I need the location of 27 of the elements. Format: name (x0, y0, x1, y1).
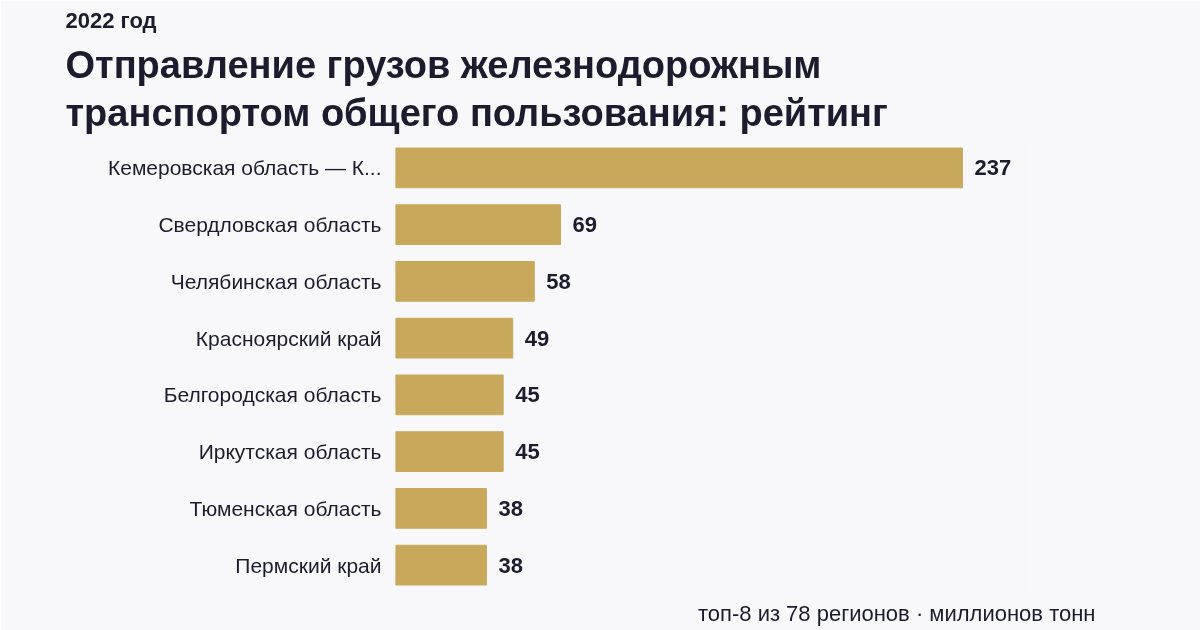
y-tick-label: Красноярский край (195, 326, 382, 350)
data-label: 38 (498, 495, 523, 521)
data-label: 69 (572, 212, 598, 238)
y-tick-label: Иркутская область (198, 440, 382, 464)
y-tick-label: Челябинская область (170, 269, 382, 293)
bar (395, 261, 535, 302)
bar (395, 544, 487, 586)
bar (395, 488, 487, 529)
chart-title: Отправление грузов железнодорожным транспортом общего пользования: рейтинг (65, 44, 888, 135)
y-tick-label: Пермский край (235, 553, 382, 577)
y-tick-label: Кемеровская область — К... (108, 156, 382, 180)
bar (395, 317, 514, 359)
data-label: 237 (974, 155, 1012, 181)
bar (395, 431, 504, 472)
text: 2022 год (65, 7, 157, 33)
y-tick-label: Белгородская область (163, 383, 382, 407)
data-label: 45 (515, 439, 540, 465)
bar (395, 374, 504, 416)
bar (395, 147, 963, 189)
y-tick-label: Свердловская область (158, 213, 382, 237)
text: топ-8 из 78 регионов · миллионов тонн (697, 600, 1096, 626)
y-tick-label: Тюменская область (189, 496, 382, 520)
data-label: 49 (524, 325, 550, 351)
data-label: 45 (515, 382, 540, 408)
data-label: 58 (546, 268, 571, 294)
data-label: 38 (498, 552, 523, 578)
bar (395, 204, 562, 245)
